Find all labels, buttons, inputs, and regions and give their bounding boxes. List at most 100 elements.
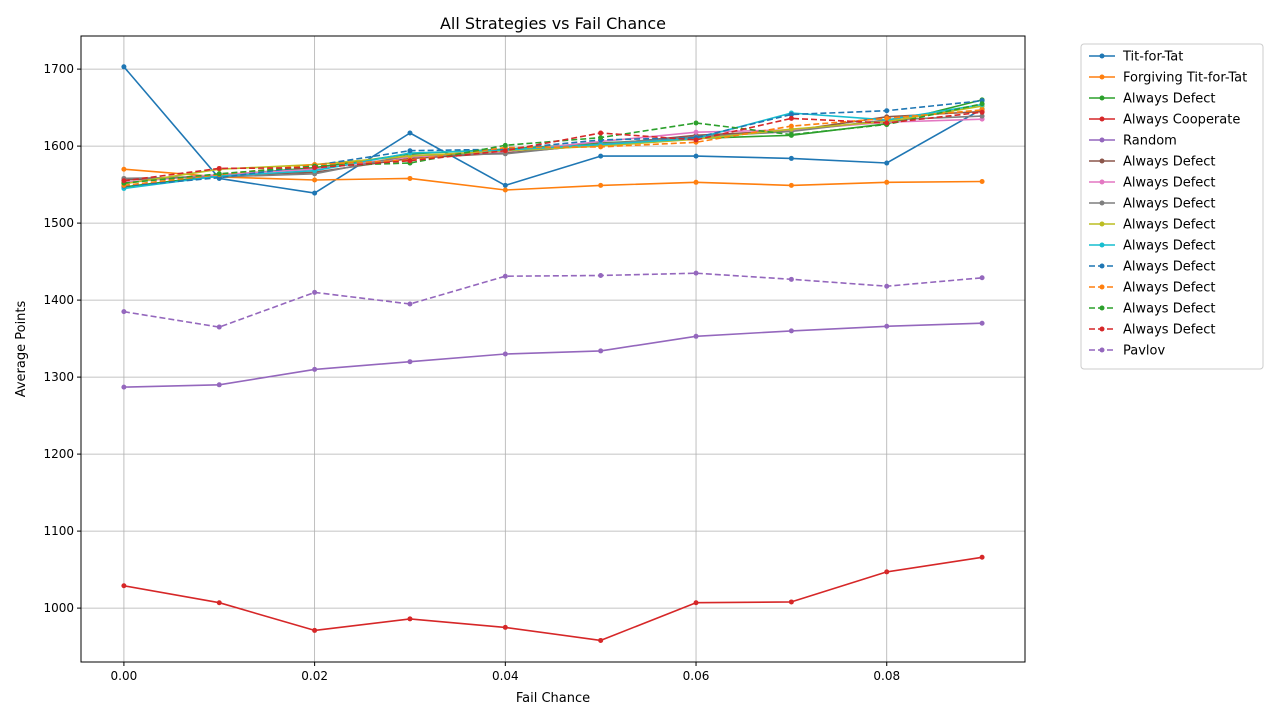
data-point xyxy=(598,272,604,278)
legend-label: Always Defect xyxy=(1123,323,1216,338)
data-point xyxy=(312,190,318,196)
series-group xyxy=(121,64,985,643)
data-point xyxy=(312,289,318,295)
data-point xyxy=(788,276,794,282)
legend-label: Always Defect xyxy=(1123,281,1216,296)
data-point xyxy=(979,113,985,119)
legend-swatch-marker xyxy=(1099,305,1105,311)
legend-swatch-marker xyxy=(1099,284,1105,290)
data-point xyxy=(884,283,890,289)
data-point xyxy=(884,179,890,185)
data-point xyxy=(598,130,604,136)
data-point xyxy=(693,179,699,185)
data-point xyxy=(121,384,127,390)
data-point xyxy=(312,177,318,183)
series-line xyxy=(123,66,983,194)
data-point xyxy=(407,158,413,164)
data-point xyxy=(312,165,318,171)
y-tick-label: 1200 xyxy=(43,447,74,461)
data-point xyxy=(121,583,127,589)
legend-swatch-marker xyxy=(1099,326,1105,332)
data-point xyxy=(407,175,413,181)
data-point xyxy=(788,123,794,129)
series-1 xyxy=(121,64,985,196)
x-tick-label: 0.02 xyxy=(301,669,328,683)
legend-swatch-marker xyxy=(1099,158,1105,164)
series-line xyxy=(123,111,983,182)
legend-box xyxy=(1080,43,1264,370)
chart-title: All Strategies vs Fail Chance xyxy=(440,14,666,33)
series-line xyxy=(123,556,983,642)
legend-label: Tit-for-Tat xyxy=(1122,50,1183,65)
legend-swatch-marker xyxy=(1099,347,1105,353)
series-line xyxy=(123,99,983,187)
x-axis-label: Fail Chance xyxy=(516,691,590,706)
legend-swatch-marker xyxy=(1099,53,1105,59)
legend-label: Always Defect xyxy=(1123,155,1216,170)
data-point xyxy=(598,348,604,354)
legend-label: Always Defect xyxy=(1123,239,1216,254)
y-tick-label: 1100 xyxy=(43,524,74,538)
data-point xyxy=(312,366,318,372)
data-point xyxy=(502,187,508,193)
y-tick-label: 1600 xyxy=(43,139,74,153)
legend-swatch-marker xyxy=(1099,242,1105,248)
series-line xyxy=(123,105,983,185)
series-line xyxy=(123,103,983,190)
data-point xyxy=(693,120,699,126)
x-tick-label: 0.06 xyxy=(683,669,710,683)
data-point xyxy=(502,148,508,154)
data-point xyxy=(979,320,985,326)
legend-swatch-marker xyxy=(1099,116,1105,122)
data-point xyxy=(884,120,890,126)
data-point xyxy=(788,182,794,188)
legend-label: Always Defect xyxy=(1123,218,1216,233)
legend-label: Forgiving Tit-for-Tat xyxy=(1123,71,1247,86)
data-point xyxy=(216,600,222,606)
data-point xyxy=(884,569,890,575)
data-point xyxy=(979,101,985,107)
data-point xyxy=(598,182,604,188)
y-tick-label: 1300 xyxy=(43,370,74,384)
data-point xyxy=(693,270,699,276)
data-point xyxy=(598,135,604,141)
legend-swatch-marker xyxy=(1099,95,1105,101)
legend-swatch-marker xyxy=(1099,137,1105,143)
data-point xyxy=(121,178,127,184)
series-line xyxy=(123,272,983,328)
series-line xyxy=(123,168,983,191)
legend-label: Always Cooperate xyxy=(1123,113,1240,128)
data-point xyxy=(884,160,890,166)
legend-swatch-marker xyxy=(1099,74,1105,80)
y-tick-label: 1400 xyxy=(43,293,74,307)
data-point xyxy=(788,328,794,334)
data-point xyxy=(979,275,985,281)
data-point xyxy=(121,64,127,70)
data-point xyxy=(884,108,890,114)
legend-label: Always Defect xyxy=(1123,302,1216,317)
data-point xyxy=(788,115,794,121)
data-point xyxy=(693,333,699,339)
legend-label: Always Defect xyxy=(1123,197,1216,212)
x-tick-label: 0.04 xyxy=(492,669,519,683)
legend-label: Always Defect xyxy=(1123,176,1216,191)
data-point xyxy=(979,109,985,115)
series-4 xyxy=(121,554,985,643)
legend-label: Always Defect xyxy=(1123,260,1216,275)
data-point xyxy=(788,155,794,161)
legend: Tit-for-Tat Forgiving Tit-for-Tat Always D… xyxy=(1080,43,1264,370)
legend-swatch-marker xyxy=(1099,179,1105,185)
data-point xyxy=(502,182,508,188)
data-point xyxy=(407,616,413,622)
legend-swatch-marker xyxy=(1099,263,1105,269)
series-5 xyxy=(121,320,985,390)
series-14 xyxy=(121,109,985,184)
grid xyxy=(81,36,1025,662)
axes: 0.00 0.02 0.04 0.06 0.08 1000 1100 1200 1300 1400… xyxy=(43,62,900,683)
data-point xyxy=(312,627,318,633)
data-point xyxy=(407,359,413,365)
data-point xyxy=(693,153,699,159)
y-axis-label: Average Points xyxy=(14,300,29,397)
